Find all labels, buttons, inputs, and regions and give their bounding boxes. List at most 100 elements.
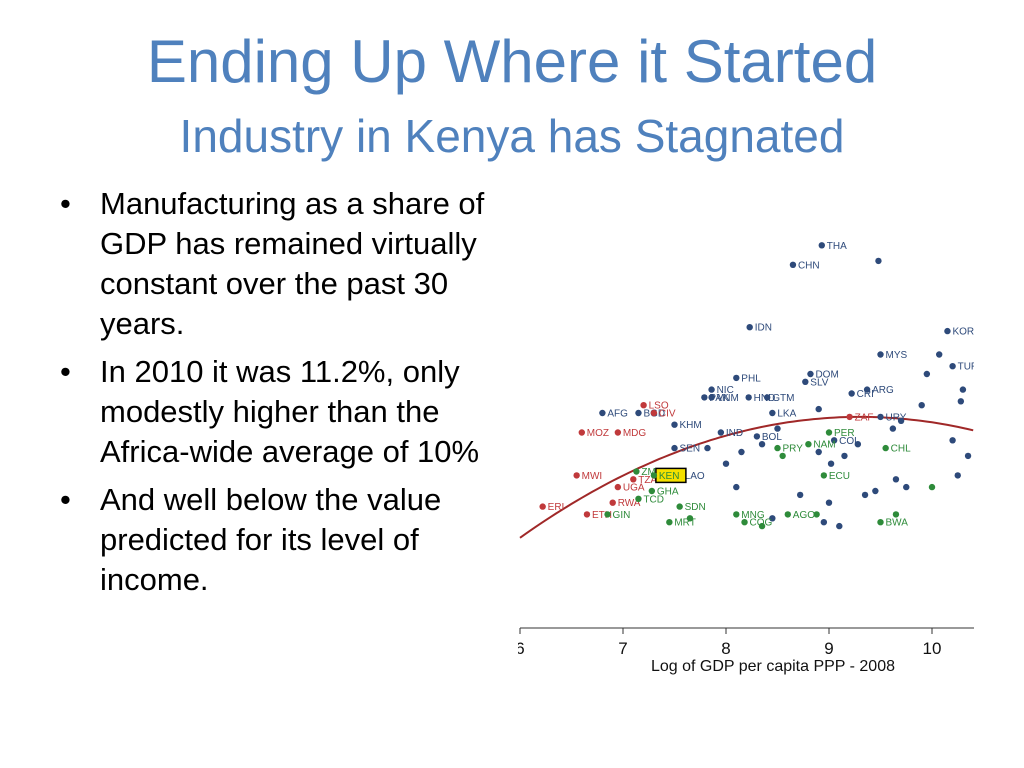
data-point [897,417,905,424]
point-label: TZA [638,475,657,486]
point-label: COL [839,436,860,447]
point-label: TUR [958,362,974,373]
point-label: IDN [755,323,772,334]
data-point [630,476,637,483]
bullet-item: • Manufacturing as a share of GDP has rem… [56,184,506,344]
point-label: ECU [829,471,850,482]
data-point [614,483,622,491]
data-point [820,519,828,526]
data-point [903,483,910,491]
point-label: SDN [685,502,706,513]
point-label: NIC [717,385,734,396]
point-label: KEN [659,471,680,482]
data-point [854,441,862,448]
point-label: ZAF [855,412,874,423]
point-label: MDG [623,428,647,439]
plot-area: THACHNIDNMYSKORDOMSLVPHLARGCRINICVNMPAKH… [519,241,974,539]
data-point [789,261,797,268]
point-label: GHA [657,487,679,498]
data-point [825,499,833,506]
point-label: BOL [762,432,782,443]
point-label: THA [827,241,847,252]
data-point [640,402,647,409]
point-label: MRT [674,518,695,529]
x-tick-label: 7 [618,639,627,658]
x-axis-title: Log of GDP per capita PPP - 2008 [651,658,895,675]
data-point [928,483,936,491]
data-point [802,378,809,385]
x-tick-label: 8 [721,639,730,658]
data-point [774,444,781,452]
data-point [599,409,606,417]
point-label: SEN [680,444,701,455]
data-point [923,370,931,378]
point-label: LSO [649,401,669,412]
point-label: PRY [783,444,804,455]
data-point [830,437,838,444]
data-point [836,522,843,530]
point-label: CIV [659,409,676,420]
data-point [648,487,656,495]
point-label: ETH [592,510,612,521]
data-point [889,425,897,432]
slide-title: Ending Up Where it Started [146,28,878,95]
data-point [841,452,848,460]
data-point [701,394,708,401]
data-point [875,257,882,265]
data-point [815,405,822,413]
data-point [578,429,585,436]
data-point [650,409,658,417]
data-point [861,491,869,499]
data-point [820,472,828,479]
point-label: PAK [709,393,729,404]
point-label: KHM [680,420,702,431]
bullet-item: • In 2010 it was 11.2%, only modestly hig… [56,352,506,472]
bullet-text: In 2010 it was 11.2%, only modestly high… [100,354,480,469]
data-point [635,409,642,417]
data-point [846,413,853,421]
data-point [944,327,951,335]
x-tick-label: 6 [518,639,525,658]
data-point [863,386,871,393]
x-axis-ticks: 6 7 8 9 10 [518,628,941,658]
data-point [769,409,776,417]
data-point [741,519,748,526]
data-point [753,433,761,440]
data-point [892,476,900,483]
data-point [635,495,642,502]
data-point [807,370,814,378]
data-point [877,519,884,526]
data-point [779,452,786,460]
data-point [769,515,776,522]
point-label: CRI [857,389,874,400]
data-point [964,452,972,460]
data-point [539,503,546,510]
point-label: KOR [952,327,974,338]
data-point [825,429,833,436]
data-point [733,374,740,382]
data-point [796,491,804,499]
point-label: CHN [798,260,820,271]
data-point [758,441,766,448]
data-point [745,394,752,401]
x-tick-label: 9 [824,639,833,658]
point-label: LAO [685,471,705,482]
point-label: AGO [793,510,815,521]
data-point [650,472,658,479]
data-point [918,402,925,409]
point-label: PER [834,428,855,439]
data-point [936,351,943,358]
point-label: DOM [815,370,838,381]
point-label: SLV [810,377,828,388]
x-tick-label: 10 [923,639,942,658]
data-point [758,522,766,530]
point-label: VNM [717,393,739,404]
data-point [764,394,771,401]
bullet-item: • And well below the value predicted for … [56,480,506,600]
data-point [813,511,820,518]
data-point [708,394,715,401]
data-point [848,390,855,397]
data-point [733,511,740,518]
point-label: RWA [618,498,641,509]
data-point [784,511,791,518]
